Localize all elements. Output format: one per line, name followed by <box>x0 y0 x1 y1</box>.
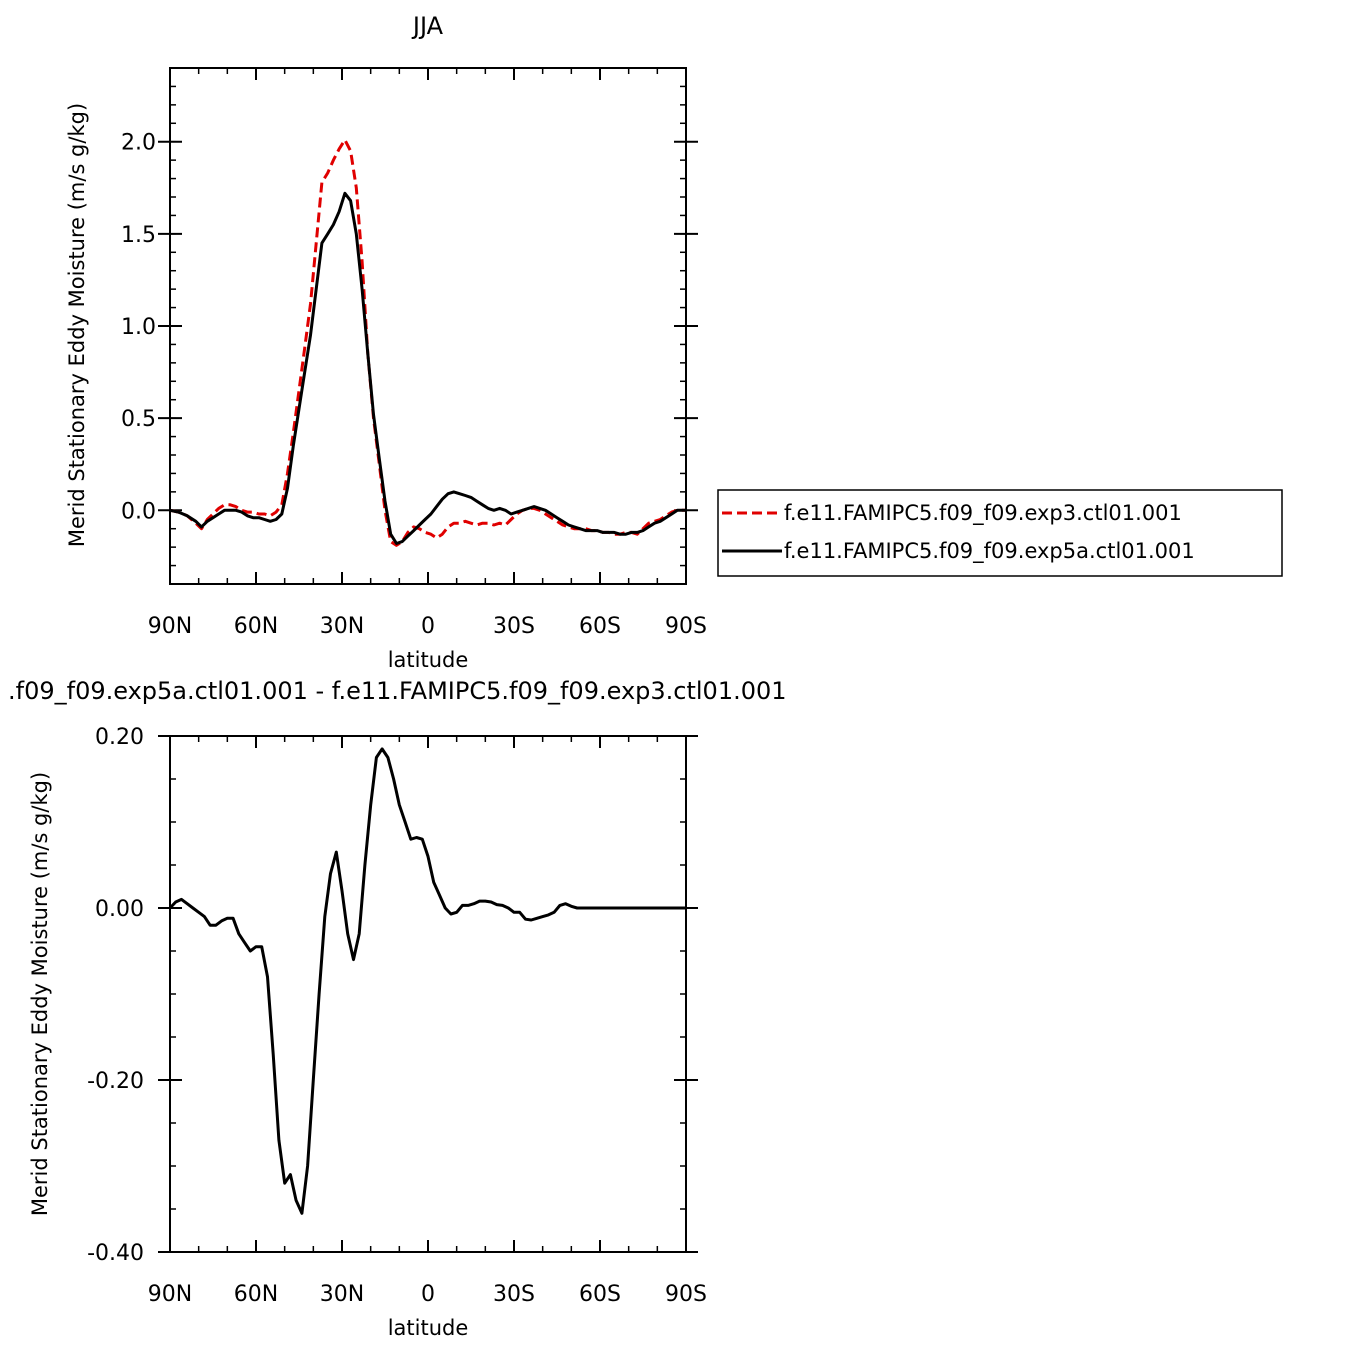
top-plot-y-tick-label: 2.0 <box>121 131 156 156</box>
bottom-plot-frame <box>169 735 687 1253</box>
legend-label-exp3: f.e11.FAMIPC5.f09_f09.exp3.ctl01.001 <box>784 501 1182 526</box>
bottom-plot-x-tick-label: 90N <box>148 1282 192 1307</box>
top-plot-title: JJA <box>411 12 444 40</box>
bottom-plot-x-tick-label: 30N <box>320 1282 364 1307</box>
bottom-plot: .f09_f09.exp5a.ctl01.001 - f.e11.FAMIPC5… <box>8 677 787 1340</box>
top-plot-x-tick-label: 0 <box>421 614 435 639</box>
bottom-plot-lines <box>168 747 686 1215</box>
legend: f.e11.FAMIPC5.f09_f09.exp3.ctl01.001 f.e… <box>717 489 1283 577</box>
top-plot-x-tick-label: 30S <box>493 614 535 639</box>
top-plot-frame <box>169 67 687 585</box>
bottom-plot-xlabel: latitude <box>388 1316 469 1340</box>
bottom-plot-ticks: 90N 60N 30N 0 30S 60S 90S 0.20 0.00 -0.20 -0.40 <box>87 725 707 1307</box>
top-plot-y-tick-label: 1.0 <box>121 315 156 340</box>
bottom-plot-x-tick-label: 0 <box>421 1282 435 1307</box>
top-plot-x-tick-label: 60S <box>579 614 621 639</box>
top-plot: JJA latitude Merid Stationary Eddy Moist… <box>65 12 707 672</box>
top-plot-xlabel: latitude <box>388 648 469 672</box>
top-plot-lines <box>169 138 686 547</box>
bottom-plot-y-tick-label: -0.40 <box>87 1241 144 1266</box>
bottom-plot-series-line-0 <box>168 747 686 1215</box>
bottom-plot-x-tick-label: 60N <box>234 1282 278 1307</box>
top-plot-y-tick-label: 0.0 <box>121 499 156 524</box>
top-plot-ticks: 90N 60N 30N 0 30S 60S 90S 0.0 0.5 1.0 1.5 2.0 <box>121 67 707 639</box>
bottom-plot-y-tick-label: 0.00 <box>95 897 144 922</box>
bottom-plot-ylabel: Merid Stationary Eddy Moisture (m/s g/kg… <box>28 772 52 1216</box>
legend-label-exp5a: f.e11.FAMIPC5.f09_f09.exp5a.ctl01.001 <box>784 539 1195 564</box>
top-plot-ylabel: Merid Stationary Eddy Moisture (m/s g/kg… <box>65 103 89 547</box>
top-plot-y-tick-label: 0.5 <box>121 407 156 432</box>
bottom-plot-x-tick-label: 60S <box>579 1282 621 1307</box>
top-plot-y-tick-label: 1.5 <box>121 223 156 248</box>
bottom-plot-title: .f09_f09.exp5a.ctl01.001 - f.e11.FAMIPC5… <box>8 677 787 705</box>
bottom-plot-x-tick-label: 30S <box>493 1282 535 1307</box>
top-plot-x-tick-label: 30N <box>320 614 364 639</box>
top-plot-series-line-1 <box>169 191 686 545</box>
top-plot-x-tick-label: 90S <box>665 614 707 639</box>
bottom-plot-y-tick-label: 0.20 <box>95 725 144 750</box>
bottom-plot-y-tick-label: -0.20 <box>87 1069 144 1094</box>
top-plot-x-tick-label: 90N <box>148 614 192 639</box>
top-plot-series-line-0 <box>169 138 686 547</box>
top-plot-x-tick-label: 60N <box>234 614 278 639</box>
legend-box <box>717 489 1283 577</box>
bottom-plot-x-tick-label: 90S <box>665 1282 707 1307</box>
